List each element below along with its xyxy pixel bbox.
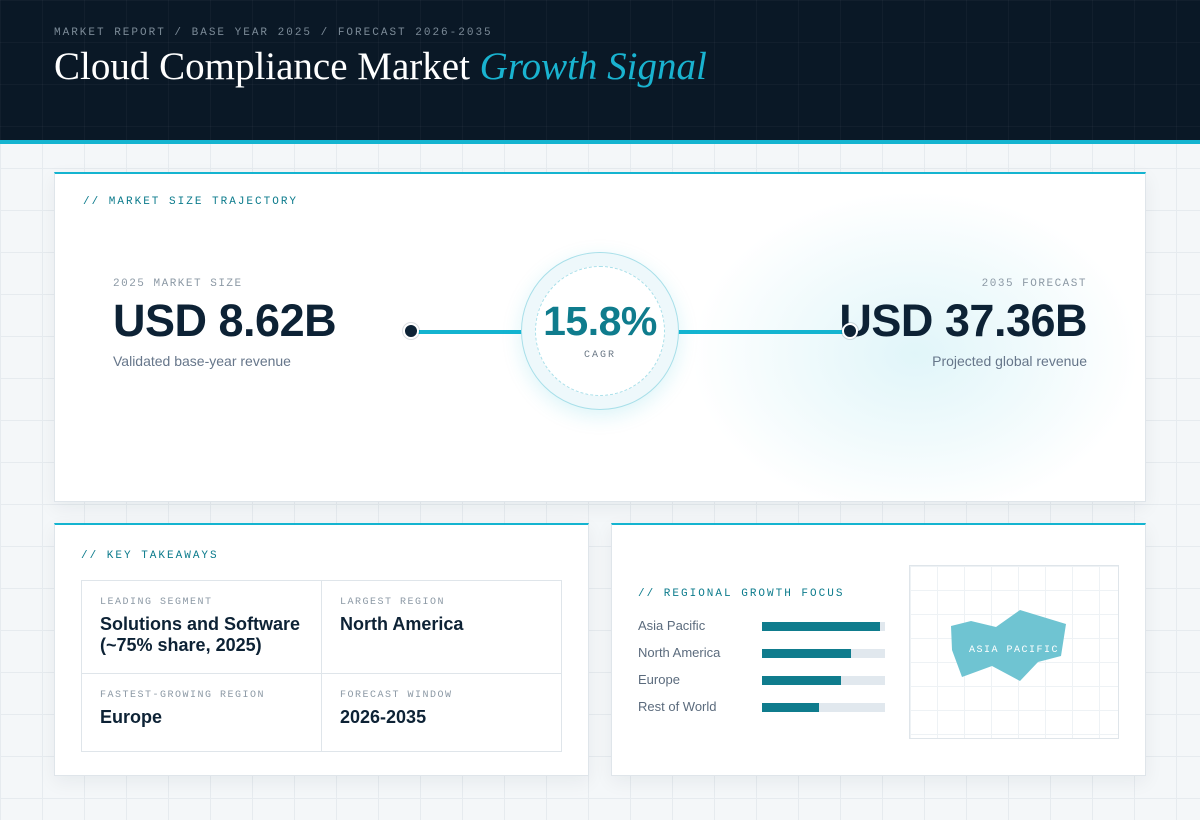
region-name: Rest of World (638, 699, 717, 714)
takeaway-value: North America (340, 614, 464, 634)
end-market-size: USD 37.36B (839, 295, 1087, 346)
takeaway-cell: LEADING SEGMENT Solutions and Software (… (82, 581, 321, 673)
cagr-ring: 15.8% CAGR (521, 252, 679, 410)
region-bar-track (762, 703, 885, 712)
map-region-label: ASIA PACIFIC (969, 645, 1060, 656)
takeaways-grid: LEADING SEGMENT Solutions and Software (… (81, 580, 562, 752)
cagr-label: CAGR (583, 350, 616, 361)
end-dot (842, 323, 858, 339)
start-year-label: 2025 MARKET SIZE (113, 278, 243, 290)
title-main: Cloud Compliance Market (54, 45, 470, 88)
region-bar-track (762, 676, 885, 685)
takeaways-label: // KEY TAKEAWAYS (81, 550, 219, 562)
regional-label: // REGIONAL GROWTH FOCUS (638, 588, 845, 600)
region-name: Europe (638, 672, 680, 687)
region-bar-fill (762, 676, 841, 685)
takeaway-cell: FASTEST-GROWING REGION Europe (82, 674, 321, 751)
region-bar-row: Europe (638, 672, 888, 688)
takeaway-cell: FORECAST WINDOW 2026-2035 (322, 674, 561, 751)
takeaway-value: Europe (100, 707, 163, 727)
takeaway-cell: LARGEST REGION North America (322, 581, 561, 673)
start-market-size: USD 8.62B (113, 295, 337, 346)
takeaway-value: Solutions and Software (~75% share, 2025… (100, 614, 301, 655)
region-bar-row: North America (638, 645, 888, 661)
takeaway-label: LARGEST REGION (340, 597, 446, 608)
key-takeaways-card: // KEY TAKEAWAYS LEADING SEGMENT Solutio… (54, 523, 589, 776)
trajectory-label: // MARKET SIZE TRAJECTORY (83, 196, 299, 208)
region-name: North America (638, 645, 721, 660)
start-note: Validated base-year revenue (113, 353, 291, 369)
region-bar-fill (762, 703, 819, 712)
region-bar-track (762, 649, 885, 658)
takeaway-label: FORECAST WINDOW (340, 690, 453, 701)
takeaway-label: FASTEST-GROWING REGION (100, 690, 266, 701)
end-note: Projected global revenue (932, 353, 1087, 369)
report-eyebrow: MARKET REPORT / BASE YEAR 2025 / FORECAS… (54, 27, 493, 39)
asia-pacific-shape (951, 610, 1066, 681)
region-map: ASIA PACIFIC (909, 565, 1119, 739)
regional-growth-card: // REGIONAL GROWTH FOCUS Asia Pacific No… (611, 523, 1146, 776)
region-bar-row: Asia Pacific (638, 618, 888, 634)
page-title: Cloud Compliance Market Growth Signal (54, 44, 707, 89)
title-accent: Growth Signal (479, 45, 707, 88)
cagr-value: 15.8% (543, 298, 657, 344)
region-bar-row: Rest of World (638, 699, 888, 715)
end-year-label: 2035 FORECAST (981, 278, 1087, 290)
cagr-inner-ring (535, 266, 665, 396)
region-bar-fill (762, 649, 851, 658)
report-header: MARKET REPORT / BASE YEAR 2025 / FORECAS… (0, 0, 1200, 144)
region-bar-track (762, 622, 885, 631)
takeaway-value: 2026-2035 (340, 707, 427, 727)
start-dot (403, 323, 419, 339)
grid-divider-vertical (321, 581, 322, 751)
grid-divider-horizontal (82, 673, 561, 674)
market-size-trajectory-card: // MARKET SIZE TRAJECTORY 2025 MARKET SI… (54, 172, 1146, 502)
region-bar-fill (762, 622, 881, 631)
region-name: Asia Pacific (638, 618, 706, 633)
forecast-glow (695, 194, 1135, 501)
takeaway-label: LEADING SEGMENT (100, 597, 213, 608)
